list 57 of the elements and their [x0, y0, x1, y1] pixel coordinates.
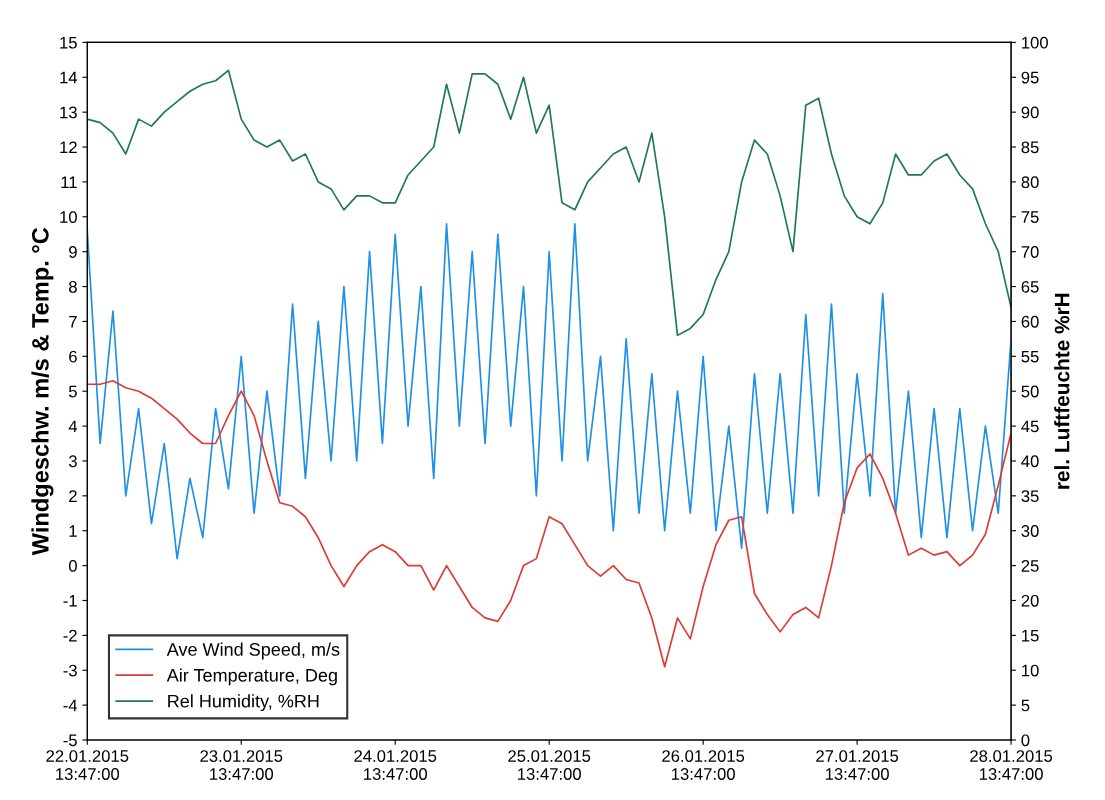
x-tick-label: 28.01.2015 13:47:00	[970, 750, 1053, 780]
y-tick-label: 10	[60, 211, 77, 223]
y-tick-label: 11	[61, 176, 77, 188]
line-series	[87, 379, 1012, 668]
y2-tick-label: 0	[1021, 734, 1030, 747]
y2-tick-label: 5	[1021, 699, 1030, 712]
y2-tick-label: 55	[1021, 350, 1039, 363]
x-tick-label: 27.01.2015 13:47:00	[816, 750, 899, 780]
y2-tick-label: 80	[1021, 176, 1039, 189]
x-tick-label: 25.01.2015 13:47:00	[508, 750, 591, 780]
x-tick-label: 22.01.2015 13:47:00	[46, 750, 129, 780]
y-axis-title: Windgeschw. m/s & Temp. °C	[31, 227, 54, 556]
y2-tick-label: 95	[1021, 71, 1039, 84]
y2-tick-label: 40	[1021, 455, 1039, 468]
y-tick-label: 15	[60, 36, 77, 49]
y2-tick-label: 60	[1021, 315, 1039, 328]
y-tick-label: 13	[60, 106, 77, 119]
y-tick-label: 4	[68, 420, 78, 433]
y-tick-label: -5	[63, 734, 77, 747]
y-tick-label: 0	[68, 560, 77, 572]
y2-tick-label: 75	[1021, 211, 1039, 223]
legend-label: Rel Humidity, %RH	[168, 694, 319, 712]
y-tick-label: 5	[68, 385, 77, 398]
x-tick-label: 23.01.2015 13:47:00	[200, 750, 283, 780]
y-tick-label: 3	[68, 455, 77, 468]
y2-tick-label: 50	[1021, 385, 1039, 398]
y-tick-label: 6	[69, 350, 77, 363]
y2-tick-label: 20	[1021, 594, 1039, 607]
y2-axis-title: rel. Luftfeuchte %rH	[1054, 293, 1070, 489]
y-tick-label: 1	[69, 525, 77, 537]
y-tick-label: -1	[63, 595, 77, 607]
y-tick-label: 8	[69, 280, 77, 293]
y2-tick-label: 90	[1021, 106, 1039, 119]
legend-label: Ave Wind Speed, m/s	[166, 642, 340, 660]
y2-tick-label: 85	[1021, 141, 1039, 154]
y-tick-label: -3	[63, 664, 77, 677]
y-tick-label: 7	[69, 316, 77, 328]
line-series	[87, 222, 1012, 560]
y2-tick-label: 70	[1021, 246, 1039, 258]
y2-tick-label: 65	[1021, 280, 1039, 293]
y-tick-label: 9	[69, 246, 77, 258]
y2-tick-label: 35	[1021, 490, 1039, 503]
y2-tick-label: 100	[1022, 36, 1048, 49]
y-tick-label: 14	[60, 71, 78, 84]
x-tick-label: 24.01.2015 13:47:00	[354, 750, 437, 780]
y2-tick-label: 25	[1021, 560, 1039, 572]
y-tick-label: -4	[63, 699, 78, 712]
x-tick-label: 26.01.2015 13:47:00	[662, 750, 745, 780]
y2-tick-label: 15	[1022, 629, 1039, 642]
y2-tick-label: 10	[1022, 664, 1039, 677]
y-tick-label: 2	[69, 490, 77, 502]
y2-tick-label: 30	[1021, 525, 1039, 537]
y-tick-label: -2	[63, 629, 77, 642]
legend-label: Air Temperature, Deg	[166, 668, 337, 686]
y2-tick-label: 45	[1021, 420, 1039, 433]
y-tick-label: 12	[60, 141, 77, 154]
line-series	[87, 69, 1012, 337]
